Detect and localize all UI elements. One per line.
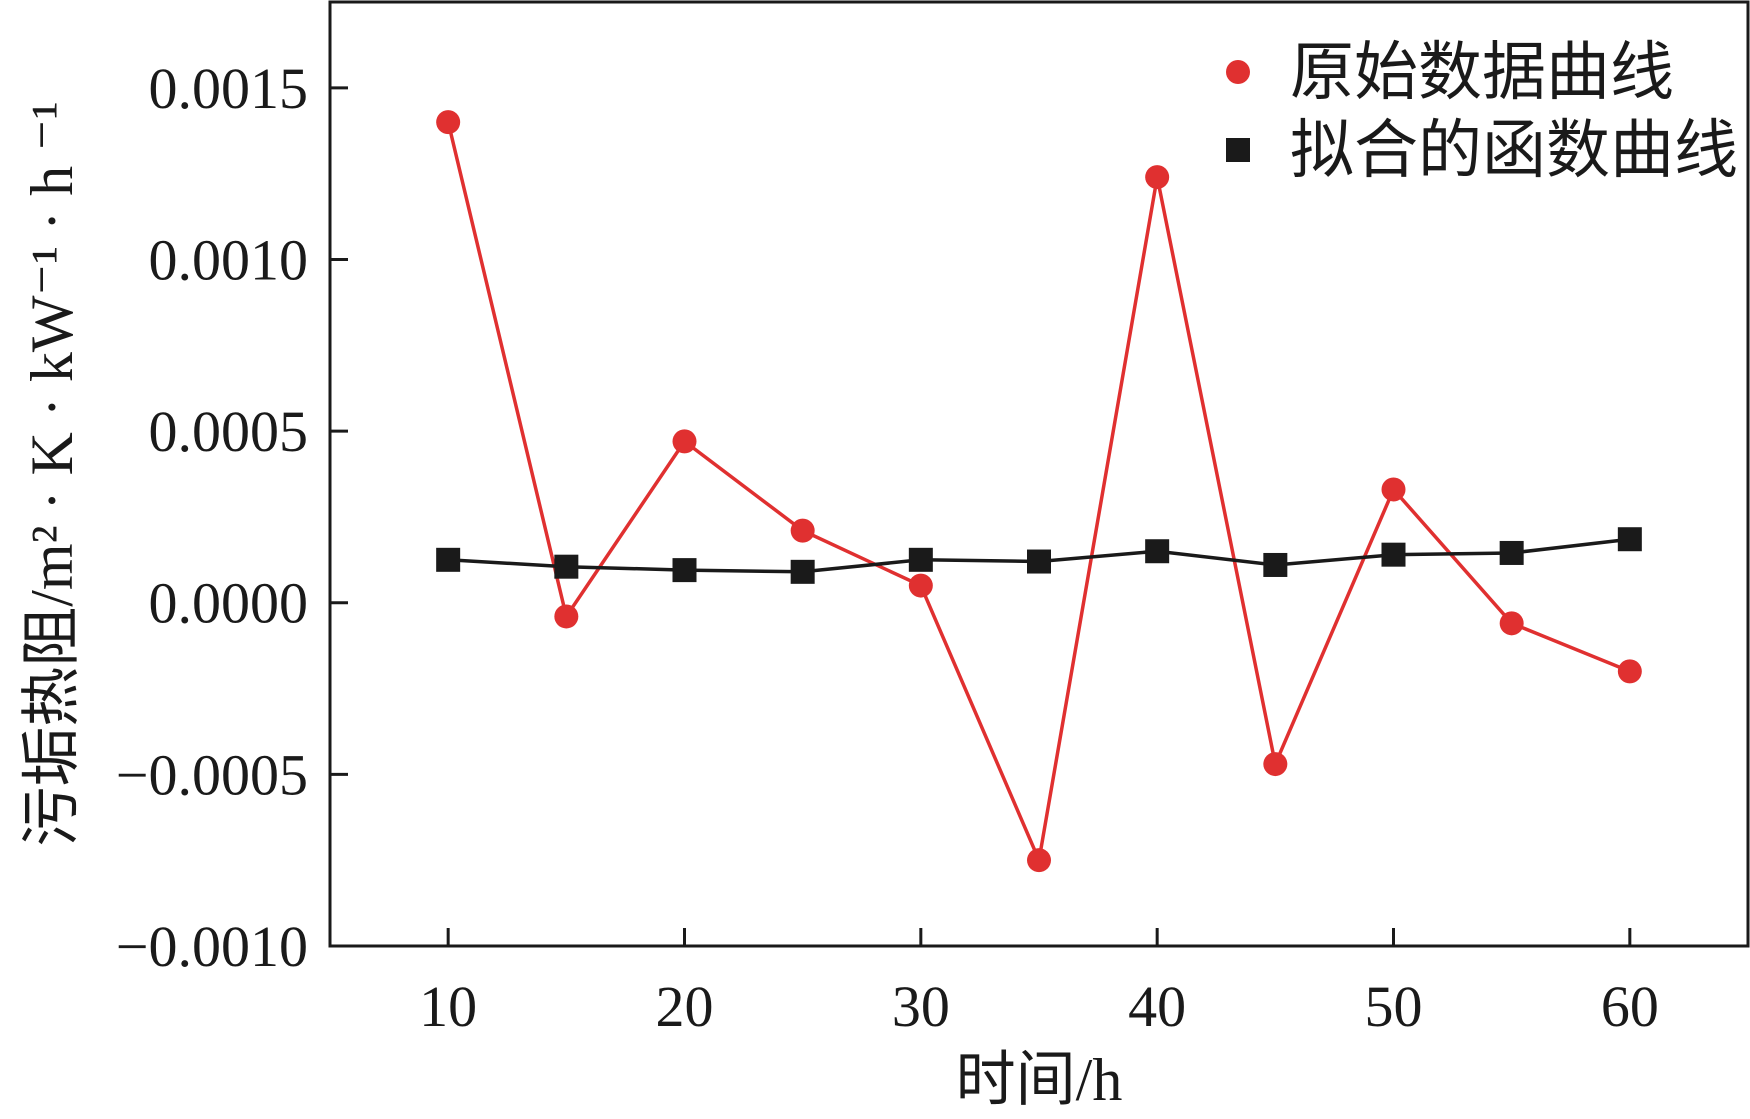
data-point: [1145, 539, 1170, 564]
data-point: [1027, 848, 1051, 873]
data-point: [672, 429, 697, 454]
data-point: [554, 604, 579, 629]
y-tick-label: −0.0010: [116, 914, 308, 979]
data-point: [1381, 477, 1406, 502]
data-point: [672, 558, 697, 583]
y-tick-label: 0.0010: [149, 227, 309, 292]
data-point: [1617, 527, 1642, 552]
x-tick-label: 40: [1128, 974, 1186, 1039]
axes: 10 20 30 40 50 60 −0.0010 −0.0005 0.0000 0.0005 0.…: [116, 0, 1750, 1039]
data-point: [1027, 549, 1051, 574]
data-point: [554, 554, 579, 579]
series-layer: [436, 110, 1642, 873]
legend-label: 拟合的函数曲线: [1290, 115, 1738, 186]
data-point: [1263, 752, 1288, 777]
y-tick-label: −0.0005: [116, 742, 308, 807]
x-axis-title: 时间/h: [956, 1047, 1123, 1113]
series-line: [446, 121, 1631, 867]
data-point: [908, 573, 933, 598]
data-point: [790, 559, 815, 584]
data-point: [1381, 542, 1406, 567]
data-point: [790, 518, 815, 543]
data-point: [1499, 611, 1524, 636]
data-point: [1263, 552, 1288, 577]
data-point: [436, 110, 461, 135]
data-point: [1145, 165, 1170, 190]
legend-marker: [1226, 60, 1250, 84]
y-tick-label: 0.0000: [149, 571, 309, 636]
series-2: [436, 527, 1642, 584]
plot-frame: [328, 0, 1750, 948]
y-tick-label: 0.0005: [149, 399, 309, 464]
data-point: [1499, 540, 1524, 565]
data-point: [908, 547, 933, 572]
y-tick-label: 0.0015: [149, 56, 309, 121]
legend-label: 原始数据曲线: [1290, 37, 1674, 108]
data-point: [1617, 659, 1642, 684]
legend-marker: [1226, 138, 1250, 162]
x-tick-label: 30: [892, 974, 950, 1039]
series-1: [436, 110, 1642, 873]
x-tick-label: 20: [656, 974, 714, 1039]
x-tick-label: 10: [419, 974, 477, 1039]
data-point: [436, 547, 461, 572]
x-tick-label: 60: [1601, 974, 1659, 1039]
y-axis-title: 污垢热阻/m² · K · kW⁻¹ · h ⁻¹: [19, 101, 85, 847]
x-tick-label: 50: [1365, 974, 1423, 1039]
